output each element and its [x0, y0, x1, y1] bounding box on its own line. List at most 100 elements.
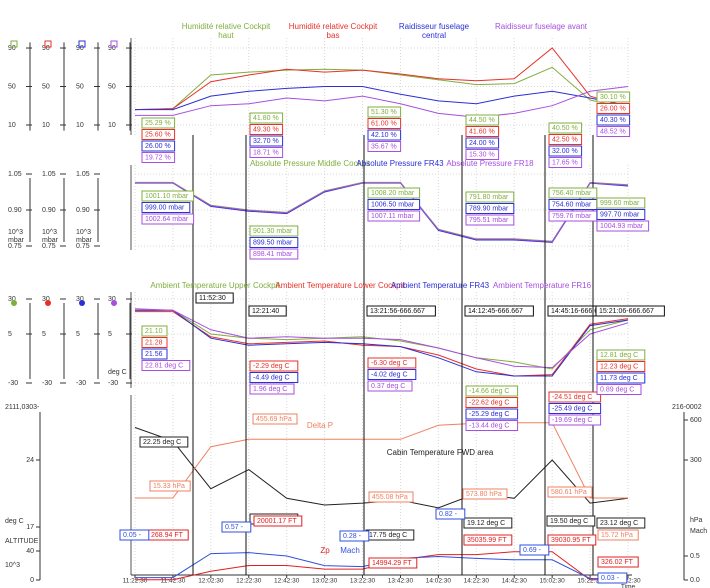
readout-box — [141, 337, 168, 348]
readout-box — [548, 414, 602, 426]
y-tick-label: 0.90 — [42, 207, 56, 214]
y-tick-label: -30 — [76, 380, 86, 387]
readout-box — [465, 385, 519, 397]
y-tick-label: 24 — [26, 457, 34, 464]
readout: 0.05 - — [123, 532, 142, 539]
readout-box — [519, 544, 550, 556]
y-axis-label: deg C — [108, 369, 127, 376]
y-tick-label: 90 — [76, 45, 84, 52]
y-axis-label: 10^3 — [76, 229, 91, 236]
y-tick-label: -30 — [8, 380, 18, 387]
readout: 48.52 % — [600, 128, 626, 135]
readout-box — [548, 187, 598, 199]
readout: 0.69 - — [523, 547, 542, 554]
readout: 21.56 — [145, 351, 163, 358]
readout: -4.02 deg C — [371, 371, 408, 378]
y-axis-label: 2111,0303- — [5, 404, 40, 411]
series-line — [135, 86, 629, 111]
legend-marker — [44, 40, 52, 48]
series-title: Mach — [340, 546, 360, 555]
readout-box — [465, 420, 519, 431]
readout: 997.70 mbar — [600, 211, 640, 218]
readout: 42.10 % — [371, 132, 397, 139]
readout: 12.81 deg C — [600, 352, 638, 359]
series-title: Raidisseur fuselage central — [398, 22, 470, 40]
series-line — [135, 182, 629, 243]
readout-box — [141, 117, 176, 129]
readout: 22.81 deg C — [145, 362, 183, 369]
y-tick-label: 5 — [108, 331, 112, 338]
series-title: Humidité relative Cockpit haut — [181, 22, 271, 40]
y-axis-label: 10^3 — [5, 562, 20, 569]
readout-box — [249, 383, 295, 395]
readout: 30.10 % — [600, 94, 626, 101]
legend-marker — [11, 300, 17, 306]
series-title: Raidisseur fuselage avant — [494, 22, 588, 31]
readout-box — [596, 103, 631, 114]
readout-box — [596, 114, 631, 126]
cursor-box — [248, 305, 287, 317]
series-title: Cabin Temperature FWD area — [386, 448, 494, 457]
readout: 44.50 % — [469, 117, 495, 124]
readout: -22.62 deg C — [469, 399, 509, 406]
readout-box — [465, 397, 519, 408]
y-tick-label: 0.75 — [42, 243, 56, 250]
cursor-box — [464, 305, 534, 317]
readout: 25.29 % — [145, 120, 171, 127]
x-tick-label: 13:22:30 — [350, 578, 376, 585]
readout-box — [368, 557, 418, 569]
readout-box — [548, 134, 583, 145]
readout-box — [141, 348, 168, 360]
readout: 789.90 mbar — [469, 205, 509, 212]
readout-box — [596, 197, 646, 209]
x-tick-label: 13:42:30 — [388, 578, 414, 585]
readout: 12.23 deg C — [600, 363, 638, 370]
readout: 901.30 mbar — [253, 228, 293, 235]
x-tick-label: 12:42:30 — [274, 578, 300, 585]
readout: 61.00 % — [371, 120, 397, 127]
readout-box — [367, 106, 402, 118]
readout: 24.00 % — [469, 140, 495, 147]
readout-box — [249, 147, 284, 158]
y-tick-label: 1.05 — [42, 171, 56, 178]
readout: 26.00 % — [600, 105, 626, 112]
readout: 326.02 FT — [601, 559, 634, 566]
readout: 32.00 % — [552, 148, 578, 155]
legend-marker — [110, 40, 118, 48]
readout-box — [596, 517, 646, 529]
readout-box — [119, 529, 150, 541]
cursor-box — [195, 292, 234, 304]
readout: -25.49 deg C — [552, 405, 592, 412]
readout: 19.12 deg C — [467, 520, 505, 527]
readout: 791.80 mbar — [469, 194, 509, 201]
y-tick-label: 50 — [76, 83, 84, 90]
readout: 573.80 hPa — [466, 491, 502, 498]
readout-box — [597, 556, 639, 568]
x-tick-label: 15:42:30 — [615, 578, 641, 585]
readout-box — [249, 112, 284, 124]
y-tick-label: 0.90 — [76, 207, 90, 214]
readout-box — [463, 534, 513, 546]
readout: 268.94 FT — [151, 532, 184, 539]
readout: 42.50 % — [552, 136, 578, 143]
readout-box — [465, 137, 500, 149]
readout-box — [463, 517, 513, 529]
readout-box — [141, 140, 176, 152]
readout: 19.72 % — [145, 154, 171, 161]
readout-box — [149, 480, 191, 492]
readout: 40.50 % — [552, 125, 578, 132]
readout-box — [596, 384, 642, 395]
readout: 899.50 mbar — [253, 239, 293, 246]
cursor-time: 14:12:45-666.667 — [468, 308, 523, 315]
readout: 19.50 deg C — [550, 518, 588, 525]
readout-box — [253, 515, 303, 527]
readout-box — [596, 372, 646, 384]
y-tick-label: 5 — [8, 331, 12, 338]
readout: 1008.20 mbar — [371, 190, 415, 197]
series-title: Ambient Temperature FR43 — [390, 281, 490, 290]
readout: 41.80 % — [253, 115, 279, 122]
y-tick-label: 1.05 — [8, 171, 22, 178]
readout: 35035.99 FT — [467, 537, 507, 544]
y-tick-label: 10 — [76, 122, 84, 129]
readout: -6.30 deg C — [371, 360, 408, 367]
